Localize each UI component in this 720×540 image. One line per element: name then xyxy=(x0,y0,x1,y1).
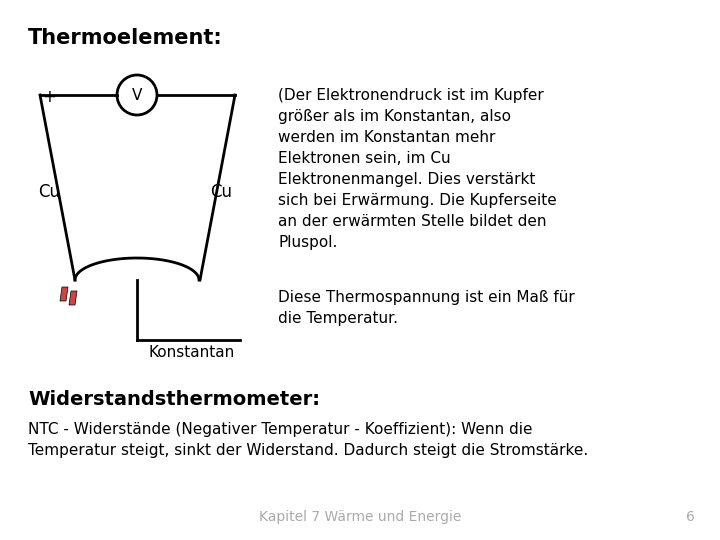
Text: NTC - Widerstände (Negativer Temperatur - Koeffizient): Wenn die
Temperatur stei: NTC - Widerstände (Negativer Temperatur … xyxy=(28,422,588,458)
Polygon shape xyxy=(60,287,68,301)
Text: Cu: Cu xyxy=(38,183,60,201)
Polygon shape xyxy=(69,291,77,305)
Text: Kapitel 7 Wärme und Energie: Kapitel 7 Wärme und Energie xyxy=(258,510,462,524)
Text: (Der Elektronendruck ist im Kupfer
größer als im Konstantan, also
werden im Kons: (Der Elektronendruck ist im Kupfer größe… xyxy=(278,88,557,250)
Text: V: V xyxy=(132,87,142,103)
Text: Diese Thermospannung ist ein Maß für
die Temperatur.: Diese Thermospannung ist ein Maß für die… xyxy=(278,290,575,326)
Text: Widerstandsthermometer:: Widerstandsthermometer: xyxy=(28,390,320,409)
Text: Thermoelement:: Thermoelement: xyxy=(28,28,222,48)
Text: +: + xyxy=(42,88,56,106)
Text: Konstantan: Konstantan xyxy=(148,345,234,360)
Text: Cu: Cu xyxy=(210,183,232,201)
Text: 6: 6 xyxy=(686,510,695,524)
